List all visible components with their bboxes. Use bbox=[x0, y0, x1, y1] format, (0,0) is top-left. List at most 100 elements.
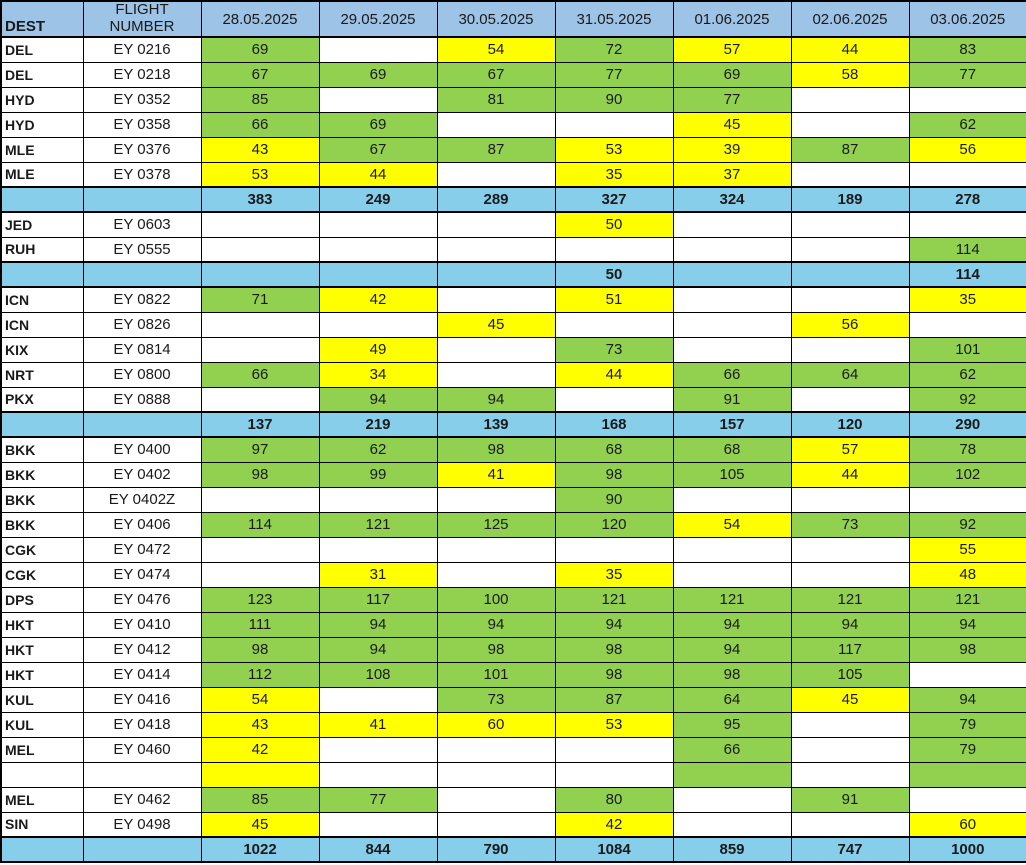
flight-number-cell[interactable] bbox=[82, 761, 202, 788]
load-value-cell[interactable] bbox=[436, 736, 556, 763]
load-value-cell[interactable]: 105 bbox=[672, 461, 792, 488]
flight-number-cell[interactable]: EY 0216 bbox=[82, 36, 202, 63]
load-value-cell[interactable]: 39 bbox=[672, 136, 792, 163]
load-value-cell[interactable] bbox=[672, 236, 792, 263]
load-value-cell[interactable]: 94 bbox=[318, 636, 438, 663]
load-value-cell[interactable] bbox=[436, 486, 556, 513]
subtotal-value-cell[interactable] bbox=[318, 261, 438, 288]
summary-dest-cell[interactable] bbox=[0, 836, 84, 863]
load-value-cell[interactable]: 34 bbox=[318, 361, 438, 388]
flight-number-cell[interactable]: EY 0498 bbox=[82, 811, 202, 838]
summary-flight-cell[interactable] bbox=[82, 186, 202, 213]
load-value-cell[interactable]: 94 bbox=[908, 686, 1026, 713]
load-value-cell[interactable] bbox=[200, 311, 320, 338]
load-value-cell[interactable] bbox=[200, 486, 320, 513]
dest-cell[interactable]: BKK bbox=[0, 436, 84, 463]
load-value-cell[interactable]: 94 bbox=[554, 611, 674, 638]
load-value-cell[interactable] bbox=[908, 661, 1026, 688]
flight-number-cell[interactable]: EY 0814 bbox=[82, 336, 202, 363]
load-value-cell[interactable] bbox=[790, 811, 910, 838]
load-value-cell[interactable]: 121 bbox=[318, 511, 438, 538]
load-value-cell[interactable]: 117 bbox=[790, 636, 910, 663]
load-value-cell[interactable] bbox=[200, 211, 320, 238]
dest-cell[interactable]: MEL bbox=[0, 786, 84, 813]
subtotal-value-cell[interactable]: 290 bbox=[908, 411, 1026, 438]
load-value-cell[interactable]: 50 bbox=[554, 211, 674, 238]
load-value-cell[interactable]: 73 bbox=[554, 336, 674, 363]
load-value-cell[interactable] bbox=[908, 786, 1026, 813]
dest-cell[interactable]: ICN bbox=[0, 286, 84, 313]
dest-cell[interactable]: HYD bbox=[0, 86, 84, 113]
load-value-cell[interactable] bbox=[436, 786, 556, 813]
dest-cell[interactable]: CGK bbox=[0, 536, 84, 563]
dest-cell[interactable]: PKX bbox=[0, 386, 84, 413]
load-value-cell[interactable]: 114 bbox=[908, 236, 1026, 263]
load-value-cell[interactable]: 121 bbox=[908, 586, 1026, 613]
load-value-cell[interactable] bbox=[436, 361, 556, 388]
load-value-cell[interactable]: 35 bbox=[554, 161, 674, 188]
load-value-cell[interactable] bbox=[200, 536, 320, 563]
load-value-cell[interactable] bbox=[436, 236, 556, 263]
flight-number-cell[interactable]: EY 0406 bbox=[82, 511, 202, 538]
flight-number-cell[interactable]: EY 0412 bbox=[82, 636, 202, 663]
subtotal-value-cell[interactable]: 50 bbox=[554, 261, 674, 288]
load-value-cell[interactable] bbox=[908, 86, 1026, 113]
load-value-cell[interactable]: 54 bbox=[436, 36, 556, 63]
load-value-cell[interactable]: 41 bbox=[318, 711, 438, 738]
load-value-cell[interactable] bbox=[436, 536, 556, 563]
load-value-cell[interactable]: 125 bbox=[436, 511, 556, 538]
dest-cell[interactable]: BKK bbox=[0, 486, 84, 513]
load-value-cell[interactable] bbox=[200, 336, 320, 363]
load-value-cell[interactable] bbox=[436, 811, 556, 838]
load-value-cell[interactable]: 51 bbox=[554, 286, 674, 313]
flight-number-cell[interactable]: EY 0410 bbox=[82, 611, 202, 638]
load-value-cell[interactable] bbox=[436, 286, 556, 313]
load-value-cell[interactable] bbox=[436, 111, 556, 138]
load-value-cell[interactable] bbox=[200, 386, 320, 413]
load-value-cell[interactable] bbox=[318, 811, 438, 838]
load-value-cell[interactable]: 35 bbox=[554, 561, 674, 588]
load-value-cell[interactable]: 54 bbox=[200, 686, 320, 713]
load-value-cell[interactable]: 98 bbox=[200, 461, 320, 488]
load-value-cell[interactable]: 43 bbox=[200, 711, 320, 738]
summary-dest-cell[interactable] bbox=[0, 186, 84, 213]
load-value-cell[interactable] bbox=[436, 336, 556, 363]
load-value-cell[interactable]: 44 bbox=[318, 161, 438, 188]
load-value-cell[interactable]: 121 bbox=[672, 586, 792, 613]
load-value-cell[interactable]: 98 bbox=[554, 661, 674, 688]
dest-cell[interactable]: BKK bbox=[0, 511, 84, 538]
load-value-cell[interactable]: 114 bbox=[200, 511, 320, 538]
load-value-cell[interactable] bbox=[790, 211, 910, 238]
subtotal-value-cell[interactable]: 383 bbox=[200, 186, 320, 213]
flight-number-cell[interactable]: EY 0416 bbox=[82, 686, 202, 713]
load-value-cell[interactable]: 105 bbox=[790, 661, 910, 688]
load-value-cell[interactable]: 69 bbox=[318, 111, 438, 138]
load-value-cell[interactable]: 87 bbox=[554, 686, 674, 713]
load-value-cell[interactable]: 56 bbox=[790, 311, 910, 338]
load-value-cell[interactable]: 111 bbox=[200, 611, 320, 638]
dest-cell[interactable] bbox=[0, 761, 84, 788]
dest-cell[interactable]: NRT bbox=[0, 361, 84, 388]
load-value-cell[interactable]: 66 bbox=[200, 361, 320, 388]
dest-cell[interactable]: KUL bbox=[0, 711, 84, 738]
load-value-cell[interactable]: 37 bbox=[672, 161, 792, 188]
load-value-cell[interactable]: 57 bbox=[672, 36, 792, 63]
load-value-cell[interactable] bbox=[554, 111, 674, 138]
load-value-cell[interactable]: 102 bbox=[908, 461, 1026, 488]
load-value-cell[interactable] bbox=[554, 386, 674, 413]
flight-number-cell[interactable]: EY 0474 bbox=[82, 561, 202, 588]
load-value-cell[interactable]: 64 bbox=[672, 686, 792, 713]
subtotal-value-cell[interactable]: 189 bbox=[790, 186, 910, 213]
load-value-cell[interactable] bbox=[790, 161, 910, 188]
subtotal-value-cell[interactable]: 139 bbox=[436, 411, 556, 438]
load-value-cell[interactable]: 120 bbox=[554, 511, 674, 538]
load-value-cell[interactable]: 85 bbox=[200, 786, 320, 813]
subtotal-value-cell[interactable]: 219 bbox=[318, 411, 438, 438]
flight-number-cell[interactable]: EY 0358 bbox=[82, 111, 202, 138]
load-value-cell[interactable]: 123 bbox=[200, 586, 320, 613]
load-value-cell[interactable] bbox=[318, 211, 438, 238]
load-value-cell[interactable]: 67 bbox=[318, 136, 438, 163]
subtotal-value-cell[interactable]: 168 bbox=[554, 411, 674, 438]
load-value-cell[interactable] bbox=[672, 536, 792, 563]
flight-number-cell[interactable]: EY 0555 bbox=[82, 236, 202, 263]
